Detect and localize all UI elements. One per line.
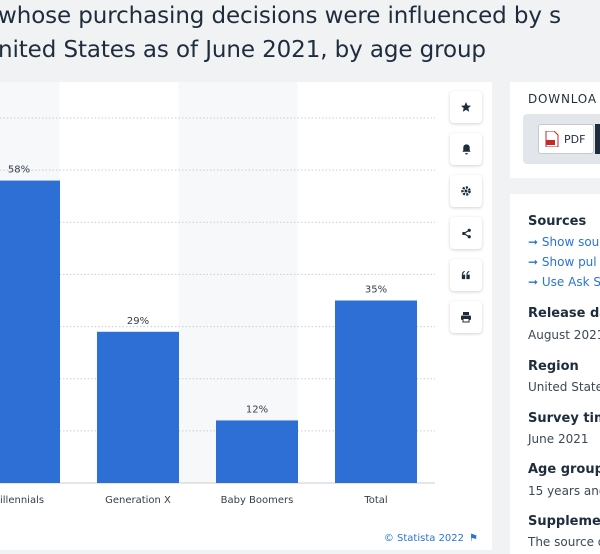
x-tick-label-2: Baby Boomers: [221, 495, 294, 506]
release-date-value: August 2021: [528, 328, 600, 342]
download-title: DOWNLOA: [528, 92, 597, 106]
download-option-dark[interactable]: [595, 124, 600, 154]
cite-button[interactable]: [450, 259, 482, 291]
chart-title: whose purchasing decisions were influenc…: [0, 0, 600, 68]
region-heading: Region: [528, 359, 579, 374]
bar-1[interactable]: [97, 331, 179, 483]
print-button[interactable]: [450, 301, 482, 333]
show-publisher-link[interactable]: ➞ Show pul: [528, 255, 597, 269]
show-publisher-label: Show pul: [541, 255, 597, 269]
bar-2[interactable]: [216, 420, 298, 483]
share-icon: [461, 228, 471, 238]
pdf-label: PDF: [564, 132, 586, 146]
release-date-heading: Release da: [528, 306, 600, 321]
x-tick-label-0: illennials: [0, 495, 44, 506]
ask-statista-link[interactable]: ➞ Use Ask S: [528, 275, 600, 289]
quote-icon: [461, 270, 470, 280]
flag-icon: ⚑: [469, 533, 478, 544]
supplementary-value: The source d: [528, 535, 600, 549]
age-group-heading: Age group: [528, 462, 600, 477]
bar-0[interactable]: [0, 180, 60, 484]
data-label-3: 35%: [365, 285, 387, 296]
data-label-2: 12%: [246, 404, 268, 415]
download-options: PDF: [523, 114, 600, 164]
download-panel: DOWNLOA PDF: [510, 82, 600, 178]
gear-icon: [461, 186, 471, 196]
favorite-button[interactable]: [450, 91, 482, 123]
chart-panel: 58% illennials 29% Generation X 12% Baby Boom…: [0, 82, 492, 550]
print-icon: [461, 312, 471, 323]
details-panel: Sources ➞ Show sou ➞ Show pul ➞ Use Ask …: [510, 194, 600, 554]
column-band: [178, 82, 298, 483]
chart-title-line-1: whose purchasing decisions were influenc…: [0, 3, 561, 29]
supplementary-heading: Suppleme: [528, 514, 600, 529]
star-icon: [461, 102, 471, 112]
pdf-icon: [545, 131, 559, 147]
chart-title-line-2: nited States as of June 2021, by age gro…: [0, 37, 486, 63]
notification-button[interactable]: [450, 133, 482, 165]
copyright-text: © Statista 2022: [383, 533, 465, 544]
ask-statista-label: Use Ask S: [541, 275, 600, 289]
bar-3[interactable]: [335, 300, 417, 484]
survey-time-value: June 2021: [528, 432, 589, 446]
share-button[interactable]: [450, 217, 482, 249]
x-tick-label-3: Total: [363, 495, 387, 506]
x-tick-label-1: Generation X: [105, 495, 171, 506]
chart-toolbar: [450, 91, 482, 343]
bar-chart: 58% illennials 29% Generation X 12% Baby Boom…: [0, 82, 435, 506]
show-sources-label: Show sou: [541, 235, 600, 249]
pdf-download-button[interactable]: PDF: [538, 124, 594, 154]
survey-time-heading: Survey tim: [528, 411, 600, 426]
settings-button[interactable]: [450, 175, 482, 207]
bell-icon: [461, 144, 471, 155]
sources-heading: Sources: [528, 214, 587, 229]
age-group-value: 15 years and: [528, 484, 600, 498]
sidebar: DOWNLOA PDF Sources ➞ Show sou ➞ Show pu…: [510, 82, 600, 554]
copyright-link[interactable]: © Statista 2022 ⚑: [384, 533, 478, 544]
data-label-0: 58%: [8, 165, 30, 176]
region-value: United State: [528, 380, 600, 394]
data-label-1: 29%: [127, 316, 149, 327]
show-sources-link[interactable]: ➞ Show sou: [528, 235, 600, 249]
